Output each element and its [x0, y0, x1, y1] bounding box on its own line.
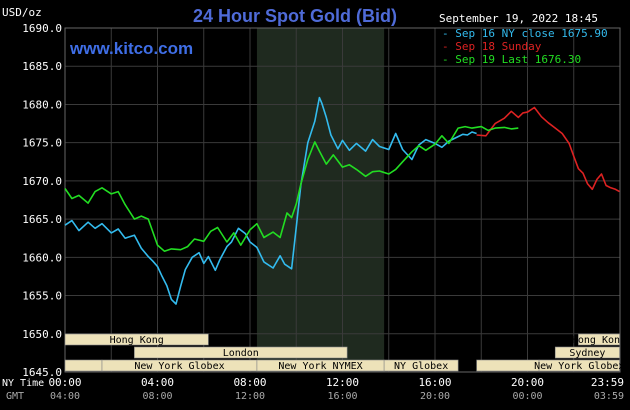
legend-entry: - Sep 18 Sunday [442, 40, 542, 53]
x-tick-label-gmt: 12:00 [235, 391, 265, 402]
series-line-3 [64, 125, 519, 252]
y-tick-label: 1670.0 [22, 175, 62, 188]
x-tick-label-ny: 12:00 [326, 376, 359, 389]
y-tick-label: 1650.0 [22, 328, 62, 341]
x-tick-label-gmt: 16:00 [327, 391, 357, 402]
chart-title: 24 Hour Spot Gold (Bid) [193, 6, 397, 26]
grid-lines [64, 27, 621, 373]
session-bar [64, 359, 103, 372]
x-tick-label-ny: 23:59 [591, 376, 624, 389]
x-row-label-gmt: GMT [6, 391, 24, 402]
series-line-1 [64, 96, 477, 305]
session-bar [554, 346, 620, 359]
series-layer [64, 96, 620, 305]
x-tick-label-gmt: 20:00 [420, 391, 450, 402]
session-label: New York Globex [134, 361, 224, 372]
legend: - Sep 16 NY close 1675.90- Sep 18 Sunday… [442, 27, 608, 66]
website-label: www.kitco.com [69, 39, 193, 58]
session-label: New York NYMEX [278, 361, 362, 372]
x-tick-label-gmt: 04:00 [50, 391, 80, 402]
session-label: Hong Kong [572, 335, 626, 346]
session-bar [64, 333, 209, 346]
y-tick-label: 1660.0 [22, 251, 62, 264]
x-tick-label-ny: 04:00 [141, 376, 174, 389]
y-tick-label: 1690.0 [22, 22, 62, 35]
session-label: Sydney [569, 348, 605, 359]
x-tick-label-ny: 16:00 [418, 376, 451, 389]
plot-frame [64, 27, 621, 373]
session-bar [383, 359, 459, 372]
y-tick-label: 1685.0 [22, 60, 62, 73]
legend-entry: - Sep 19 Last 1676.30 [442, 53, 581, 66]
unit-label: USD/oz [2, 6, 42, 19]
date-stamp: September 19, 2022 18:45 [439, 12, 598, 25]
y-tick-label: 1675.0 [22, 137, 62, 150]
x-tick-label-gmt: 00:00 [512, 391, 542, 402]
session-bar [476, 359, 540, 372]
trading-sessions: Hong Kong Hong Kong London Sydney New York G… [64, 333, 626, 372]
y-tick-label: 1655.0 [22, 290, 62, 303]
x-tick-label-gmt: 08:00 [142, 391, 172, 402]
x-row-label-ny: NY Time [2, 378, 44, 389]
x-tick-label-ny: 00:00 [48, 376, 81, 389]
x-tick-label-ny: 20:00 [511, 376, 544, 389]
session-label: Hong Kong [110, 335, 164, 346]
series-line-2 [476, 106, 620, 193]
y-tick-label: 1680.0 [22, 98, 62, 111]
y-tick-label: 1665.0 [22, 213, 62, 226]
session-bar [578, 333, 620, 346]
session-bar [538, 359, 620, 372]
session-label: NY Globex [394, 361, 448, 372]
legend-entry: - Sep 16 NY close 1675.90 [442, 27, 608, 40]
y-axis: 1690.0 1685.0 1680.0 1675.0 1670.0 1665.0 1660… [22, 22, 62, 379]
x-tick-label-ny: 08:00 [233, 376, 266, 389]
x-axis: NY Time GMT 00:00 04:00 08:00 12:00 16:00 20:00… [2, 376, 624, 402]
session-bar [134, 346, 348, 359]
x-tick-label-gmt: 03:59 [594, 391, 624, 402]
session-label: London [223, 348, 259, 359]
nymex-highlight-band [256, 28, 385, 372]
y-tick-label: 1645.0 [22, 366, 62, 379]
session-label: New York Globex [534, 361, 624, 372]
